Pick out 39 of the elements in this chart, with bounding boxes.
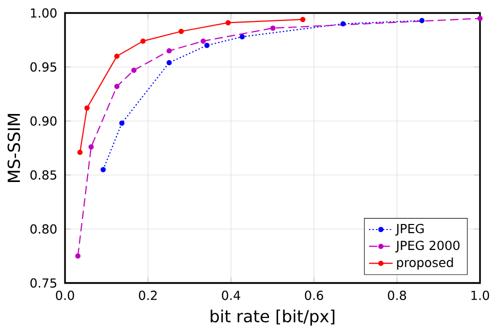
y-tick-label: 1.00 bbox=[30, 8, 57, 18]
point bbox=[140, 38, 146, 44]
point bbox=[114, 84, 120, 90]
y-tick-label: 0.85 bbox=[30, 170, 56, 180]
point bbox=[75, 253, 80, 259]
legend-label: JPEG 2000 bbox=[395, 240, 460, 252]
point bbox=[225, 20, 231, 26]
point bbox=[419, 18, 425, 24]
legend-label: proposed bbox=[397, 258, 453, 270]
y-tick-label: 0.90 bbox=[30, 116, 57, 126]
point bbox=[166, 48, 172, 54]
point bbox=[340, 21, 346, 26]
x-tick-label: 0.4 bbox=[222, 290, 240, 300]
point bbox=[200, 38, 206, 44]
y-axis-title: MS-SSIM bbox=[8, 114, 20, 182]
x-tick-label: 0.8 bbox=[388, 290, 406, 300]
legend-label: JPEG bbox=[395, 224, 424, 236]
point bbox=[240, 34, 245, 40]
point bbox=[84, 105, 90, 111]
point bbox=[166, 60, 172, 66]
point bbox=[131, 68, 137, 73]
point bbox=[178, 28, 184, 34]
y-tick-label: 0.80 bbox=[30, 224, 57, 234]
point bbox=[204, 42, 210, 48]
point bbox=[300, 16, 306, 22]
point bbox=[88, 144, 94, 150]
x-tick-label: 0.0 bbox=[56, 290, 74, 300]
x-tick-label: 1.0 bbox=[471, 290, 490, 300]
y-tick-label: 0.95 bbox=[30, 62, 56, 72]
x-axis-title: bit rate [bit/px] bbox=[210, 310, 334, 326]
y-tick-label: 0.75 bbox=[30, 278, 56, 288]
point bbox=[477, 16, 483, 22]
point bbox=[270, 25, 276, 31]
x-tick-label: 0.2 bbox=[138, 290, 157, 300]
point bbox=[77, 150, 83, 155]
point bbox=[100, 166, 106, 172]
point bbox=[114, 54, 120, 59]
point bbox=[119, 120, 124, 126]
x-tick-label: 0.6 bbox=[304, 290, 324, 300]
